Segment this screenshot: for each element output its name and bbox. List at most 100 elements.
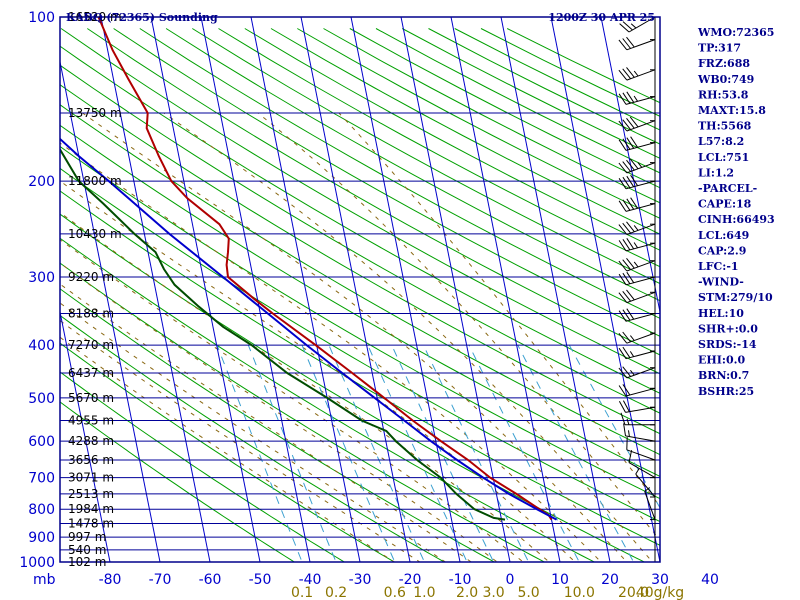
index-line: EHI:0.0 <box>698 354 745 367</box>
mixing-ratio-line <box>247 344 337 562</box>
index-line: BRN:0.7 <box>698 369 749 382</box>
index-line: SRDS:-14 <box>698 338 757 351</box>
dry-adiabat <box>60 64 660 414</box>
height-label: 7270 m <box>68 338 114 352</box>
pressure-label: 100 <box>28 10 55 26</box>
temperature-tick-label: -10 <box>449 572 472 588</box>
temperature-tick-label: 10 <box>551 572 569 588</box>
pressure-unit-label: mb <box>33 572 56 588</box>
height-label: 540 m <box>68 543 106 557</box>
isotherm <box>450 17 561 562</box>
index-line: FRZ:688 <box>698 57 750 70</box>
wind-barb <box>618 331 656 344</box>
wind-barb <box>618 308 656 322</box>
isotherm <box>300 17 411 562</box>
height-label: 1478 m <box>68 517 114 531</box>
index-line: -PARCEL- <box>698 182 757 195</box>
height-label: 3071 m <box>68 471 114 485</box>
mixing-ratio-line <box>468 344 580 562</box>
dry-adiabat <box>165 28 660 302</box>
dry-adiabat <box>60 104 660 456</box>
mixing-ratio-line <box>367 344 468 562</box>
mixing-ratio-line <box>328 344 425 562</box>
height-label: 16520 m <box>68 10 122 24</box>
plot-frame <box>59 16 661 563</box>
height-label: 997 m <box>68 530 106 544</box>
index-line: BSHR:25 <box>698 385 754 398</box>
dry-adiabat <box>60 213 646 562</box>
index-line: HEL:10 <box>698 307 744 320</box>
dry-adiabat <box>218 28 660 268</box>
sounding-time: 1200Z 30 APR 25 <box>548 11 655 24</box>
wind-barb <box>618 136 656 151</box>
mixing-ratio-label: 10.0 <box>564 585 595 600</box>
height-label: 4288 m <box>68 434 114 448</box>
wind-barb <box>623 423 656 442</box>
pressure-label: 1000 <box>19 555 55 571</box>
mixing-ratio-line <box>391 344 495 562</box>
temperature-tick-label: -70 <box>149 572 172 588</box>
dry-adiabat <box>60 342 396 562</box>
isotherm <box>150 17 261 562</box>
index-line: CAPE:18 <box>698 198 752 211</box>
dry-adiabat <box>60 262 546 562</box>
index-line: CAP:2.9 <box>698 244 746 257</box>
wind-barb <box>618 221 656 235</box>
dry-adiabat <box>244 28 660 251</box>
temperature-tick-label: 40 <box>701 572 719 588</box>
mixing-ratio-label: 3.0 <box>482 585 504 600</box>
wind-barbs <box>618 16 656 562</box>
wind-barb <box>620 412 655 426</box>
wind-barb <box>618 366 656 379</box>
mixing-ratio-line <box>568 344 660 509</box>
mixing-ratio-label: 0.1 <box>291 585 313 600</box>
isotherm <box>250 17 361 562</box>
temperature-tick-label: -80 <box>99 572 122 588</box>
dry-adiabat <box>60 314 446 562</box>
dry-adiabat <box>60 237 596 562</box>
height-label: 1984 m <box>68 502 114 516</box>
wind-barb <box>618 400 656 413</box>
mixing-ratio-line <box>517 344 635 562</box>
index-line: LCL:751 <box>698 151 749 164</box>
moist-adiabat <box>257 112 660 541</box>
isotherm <box>200 17 311 562</box>
profile-lines <box>60 17 557 521</box>
temperature-tick-label: -50 <box>249 572 272 588</box>
pressure-label: 200 <box>28 174 55 190</box>
wind-barb <box>618 91 656 105</box>
height-label: 6437 m <box>68 366 114 380</box>
mixing-ratio-label: 1.0 <box>413 585 435 600</box>
wind-barb <box>628 450 656 479</box>
isotherm <box>0 5 12 574</box>
isotherm <box>100 17 211 562</box>
index-line: -WIND- <box>698 276 744 289</box>
temperature-tick-label: 30 <box>651 572 669 588</box>
wind-barb <box>635 468 656 498</box>
wind-barb <box>618 346 656 360</box>
isotherm <box>60 559 61 562</box>
pressure-label: 300 <box>28 270 55 286</box>
dry-adiabat <box>60 84 660 435</box>
wind-barb <box>618 289 656 304</box>
temperature-tick-label: 20 <box>601 572 619 588</box>
index-line: CINH:66493 <box>698 213 775 226</box>
height-label: 13750 m <box>68 106 122 120</box>
dry-adiabat <box>113 28 660 337</box>
dry-adiabat <box>60 28 660 375</box>
index-line: TP:317 <box>698 42 741 55</box>
temperature-tick-label: -60 <box>199 572 222 588</box>
height-label: 2513 m <box>68 487 114 501</box>
isotherm <box>350 17 461 562</box>
dry-adiabat <box>60 190 660 546</box>
index-line: LI:1.2 <box>698 166 734 179</box>
dry-adiabat <box>139 28 660 319</box>
pressure-label: 400 <box>28 338 55 354</box>
mixing-ratio-label: 2.0 <box>456 585 478 600</box>
sounding-title: KABQ (72365) Sounding <box>66 11 218 24</box>
height-label: 4955 m <box>68 414 114 428</box>
moist-adiabat <box>60 239 524 562</box>
mixing-ratio-label: 0.6 <box>384 585 406 600</box>
wind-barb <box>644 487 656 521</box>
